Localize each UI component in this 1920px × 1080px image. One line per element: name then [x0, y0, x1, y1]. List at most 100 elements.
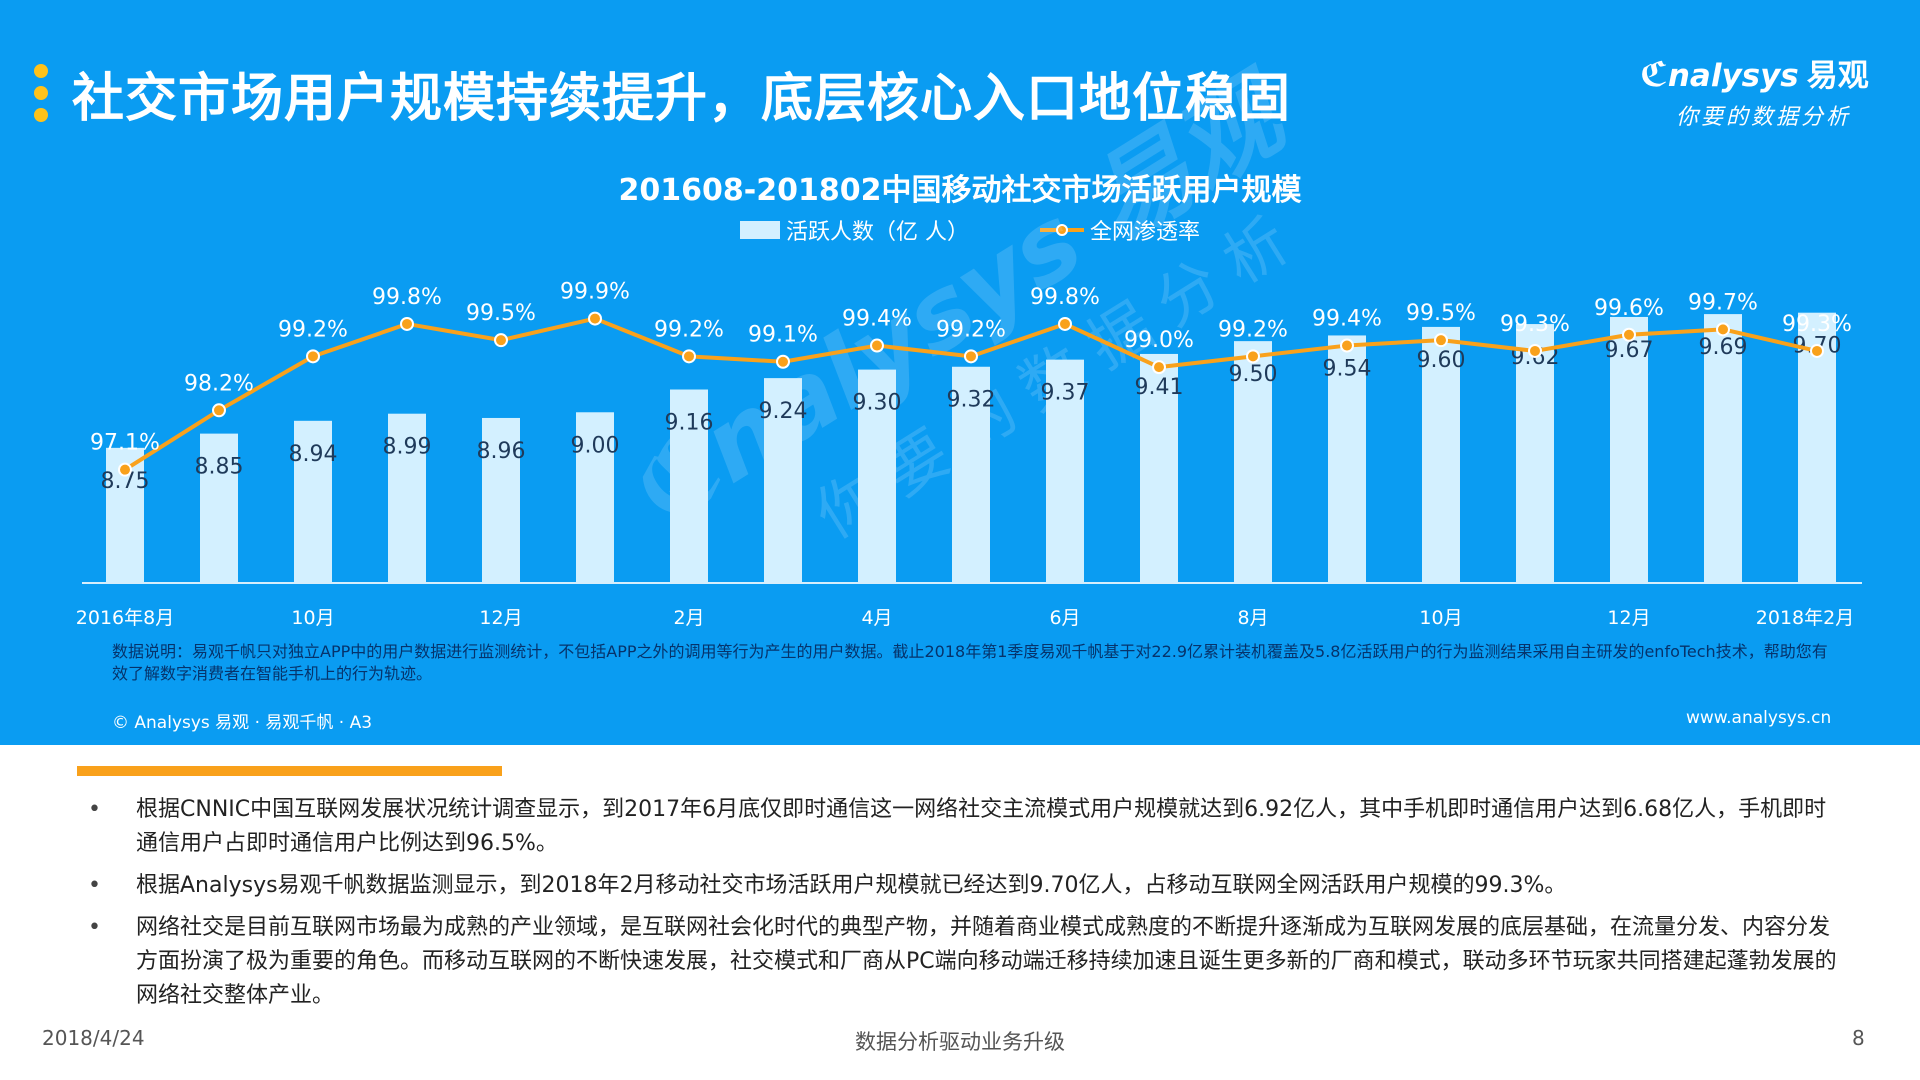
penetration-point	[1622, 327, 1636, 342]
penetration-data-label: 99.2%	[1218, 317, 1288, 342]
chart-title: 201608-201802中国移动社交市场活跃用户规模	[618, 173, 1302, 208]
penetration-point	[776, 354, 790, 369]
logo-tagline: 你要的数据分析	[1676, 105, 1852, 130]
penetration-data-label: 99.8%	[1030, 285, 1100, 310]
data-note: 数据说明：易观千帆只对独立APP中的用户数据进行监测统计，不包括APP之外的调用…	[112, 642, 1828, 683]
penetration-point	[1058, 316, 1072, 331]
bar-data-label: 8.96	[477, 439, 526, 464]
slide-title: 社交市场用户规模持续提升，底层核心入口地位稳固	[72, 69, 1292, 129]
brand-logo: ℭnalysys 易观 你要的数据分析	[1640, 50, 1880, 131]
bar-active-users	[1328, 335, 1366, 583]
penetration-data-label: 99.8%	[372, 285, 442, 310]
legend-item-active-users: 活跃人数（亿 人）	[740, 214, 969, 246]
bar-active-users	[1234, 341, 1272, 583]
penetration-point	[212, 403, 226, 418]
bullet-dot-icon: •	[88, 873, 101, 898]
penetration-data-label: 97.1%	[90, 431, 160, 456]
bar-data-label: 9.16	[665, 411, 714, 436]
penetration-data-label: 99.2%	[654, 317, 724, 342]
bullet-item: • 根据CNNIC中国互联网发展状况统计调查显示，到2017年6月底仅即时通信这一…	[88, 793, 1848, 861]
penetration-point	[118, 462, 132, 477]
penetration-point	[1810, 343, 1824, 358]
logo-a-icon: ℭ	[1640, 55, 1668, 95]
penetration-data-label: 99.2%	[278, 317, 348, 342]
x-tick-label: 8月	[1237, 607, 1268, 629]
x-tick-label: 10月	[291, 607, 334, 629]
bar-active-users	[388, 413, 426, 583]
bar-data-label: 9.41	[1135, 375, 1184, 400]
penetration-point	[1152, 360, 1166, 375]
legend-item-penetration: 全网渗透率	[1040, 214, 1200, 246]
website-link[interactable]: www.analysys.cn	[1686, 708, 1832, 728]
penetration-point	[870, 338, 884, 353]
x-tick-label: 12月	[479, 607, 522, 629]
bar-data-label: 8.99	[383, 435, 432, 460]
bar-data-label: 8.85	[195, 455, 244, 480]
x-tick-label: 10月	[1419, 607, 1462, 629]
bar-data-label: 9.00	[571, 433, 620, 458]
bullet-list: • 根据CNNIC中国互联网发展状况统计调查显示，到2017年6月底仅即时通信这一…	[88, 793, 1848, 1021]
footer-date: 2018/4/24	[42, 1026, 145, 1050]
bar-active-users	[1422, 326, 1460, 583]
legend-bar-swatch	[740, 221, 780, 239]
bullet-dot-icon: •	[88, 797, 101, 822]
x-tick-label: 12月	[1607, 607, 1650, 629]
penetration-data-label: 99.1%	[748, 323, 818, 348]
page-number: 8	[1852, 1026, 1865, 1050]
bar-active-users	[1140, 353, 1178, 583]
penetration-point	[1434, 333, 1448, 348]
x-tick-label: 4月	[861, 607, 892, 629]
penetration-point	[964, 349, 978, 364]
bar-data-label: 9.32	[947, 388, 996, 413]
bar-data-label: 9.37	[1041, 381, 1090, 406]
penetration-point	[588, 311, 602, 326]
logo-brand-cn: 易观	[1806, 58, 1869, 94]
penetration-point	[494, 333, 508, 348]
bar-active-users	[952, 366, 990, 583]
bar-active-users	[670, 389, 708, 583]
penetration-point	[400, 316, 414, 331]
bar-active-users	[764, 378, 802, 583]
bullet-text: 网络社交是目前互联网市场最为成熟的产业领域，是互联网社会化时代的典型产物，并随着…	[136, 915, 1837, 1008]
penetration-data-label: 98.2%	[184, 371, 254, 396]
bar-active-users	[858, 369, 896, 583]
bullet-dot-icon: •	[88, 915, 101, 940]
copyright: © Analysys 易观 · 易观千帆 · A3	[112, 713, 373, 733]
legend-line-swatch	[1040, 221, 1084, 239]
bullet-text: 根据CNNIC中国互联网发展状况统计调查显示，到2017年6月底仅即时通信这一网…	[136, 797, 1827, 856]
bar-data-label: 9.67	[1605, 338, 1654, 363]
bar-active-users	[1046, 359, 1084, 583]
penetration-point	[1716, 322, 1730, 337]
bar-active-users	[1516, 324, 1554, 583]
penetration-data-label: 99.5%	[466, 301, 536, 326]
legend-label-penetration: 全网渗透率	[1090, 220, 1201, 245]
penetration-point	[1528, 343, 1542, 358]
bar-active-users	[482, 417, 520, 583]
title-decoration-dots	[34, 64, 48, 130]
penetration-data-label: 99.7%	[1688, 290, 1758, 315]
bullet-item: • 根据Analysys易观千帆数据监测显示，到2018年2月移动社交市场活跃用户…	[88, 869, 1848, 903]
penetration-point	[1340, 338, 1354, 353]
bar-data-label: 8.94	[289, 442, 338, 467]
penetration-data-label: 99.5%	[1406, 301, 1476, 326]
penetration-data-label: 99.4%	[842, 307, 912, 332]
penetration-data-label: 99.6%	[1594, 296, 1664, 321]
penetration-data-label: 99.9%	[560, 280, 630, 305]
bar-active-users	[294, 420, 332, 583]
bullet-text: 根据Analysys易观千帆数据监测显示，到2018年2月移动社交市场活跃用户规…	[136, 873, 1567, 898]
penetration-data-label: 99.4%	[1312, 307, 1382, 332]
section-divider	[77, 766, 502, 776]
penetration-data-label: 99.2%	[936, 317, 1006, 342]
penetration-point	[682, 349, 696, 364]
penetration-data-label: 99.0%	[1124, 328, 1194, 353]
penetration-data-label: 99.3%	[1782, 312, 1852, 337]
penetration-data-label: 99.3%	[1500, 312, 1570, 337]
bar-active-users	[1610, 316, 1648, 583]
footer-tagline: 数据分析驱动业务升级	[855, 1030, 1065, 1054]
logo-brand-text: nalysys	[1667, 58, 1799, 94]
x-tick-label: 2016年8月	[76, 607, 174, 629]
bar-active-users	[576, 412, 614, 583]
bar-data-label: 9.60	[1417, 348, 1466, 373]
x-tick-label: 6月	[1049, 607, 1080, 629]
chart-svg: 8.758.858.94 8.99 8.96 9.009.16 9.24 9.30 9.32…	[76, 280, 1862, 629]
